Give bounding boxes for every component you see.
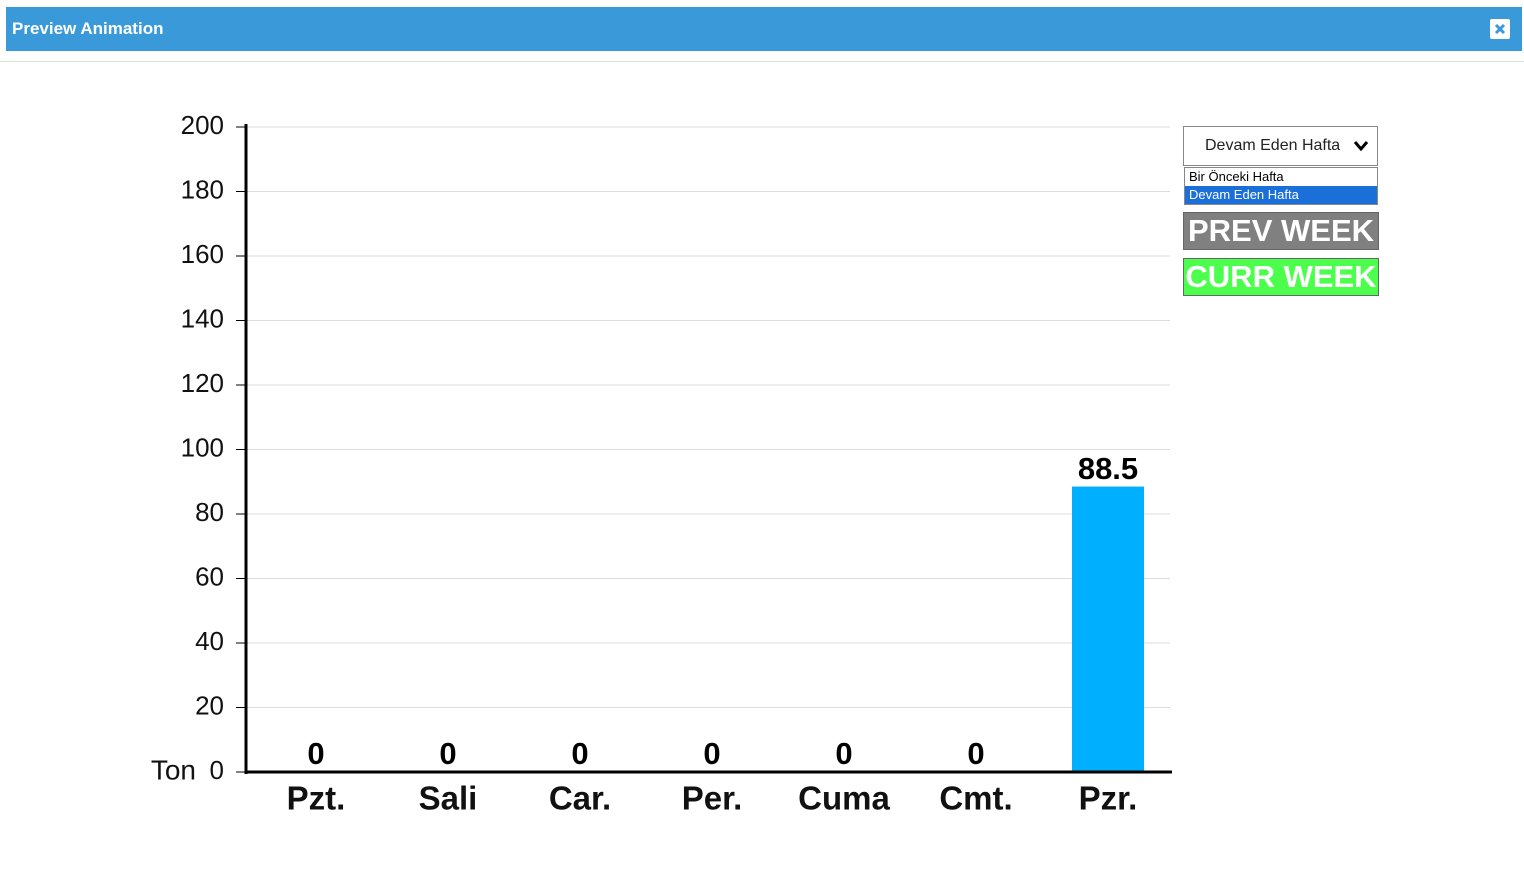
x-tick-label: Pzr.: [1079, 780, 1138, 817]
x-tick-label: Cuma: [798, 780, 890, 817]
data-label: 0: [835, 736, 852, 771]
prev-week-button[interactable]: PREV WEEK: [1183, 212, 1379, 250]
y-tick-label: 80: [195, 497, 224, 527]
option-list: Bir Önceki Hafta Devam Eden Hafta: [1184, 167, 1378, 205]
y-tick-label: 20: [195, 690, 224, 720]
x-tick-label: Per.: [682, 780, 743, 817]
separator: [0, 61, 1524, 62]
x-tick-label: Pzt.: [287, 780, 346, 817]
data-label: 0: [571, 736, 588, 771]
data-label: 0: [307, 736, 324, 771]
x-tick-label: Cmt.: [939, 780, 1012, 817]
chart: 0 20 40 60 80 100 120 140 160 180 200 Ton 0 Pzt. 0 Sali…: [151, 110, 1172, 817]
x-tick-label: Car.: [549, 780, 611, 817]
dropdown-arrow: [1353, 141, 1369, 152]
bar: [1072, 486, 1144, 772]
data-label: 0: [703, 736, 720, 771]
title-bar: Preview Animation: [6, 7, 1522, 51]
data-label: 0: [967, 736, 984, 771]
y-tick-label: 60: [195, 561, 224, 591]
option[interactable]: Bir Önceki Hafta: [1189, 169, 1284, 184]
window-title: Preview Animation: [12, 19, 164, 38]
x-tick-label: Sali: [419, 780, 478, 817]
y-tick-label: 200: [181, 110, 224, 140]
week-select[interactable]: Devam Eden Hafta: [1183, 126, 1378, 166]
data-label: 0: [439, 736, 456, 771]
y-tick-label: 0: [210, 755, 224, 785]
option[interactable]: Devam Eden Hafta: [1185, 186, 1377, 204]
y-tick-label: 100: [181, 432, 224, 462]
y-tick-label: 120: [181, 368, 224, 398]
y-tick-label: 40: [195, 626, 224, 656]
y-tick-label: 160: [181, 239, 224, 269]
y-tick-label: 140: [181, 303, 224, 333]
curr-week-button[interactable]: CURR WEEK: [1183, 258, 1379, 296]
y-tick-label: 180: [181, 174, 224, 204]
close-button[interactable]: [1490, 19, 1510, 39]
select-value: Devam Eden Hafta: [1205, 137, 1341, 154]
data-label: 88.5: [1078, 451, 1138, 486]
y-axis-label: Ton: [151, 754, 196, 785]
